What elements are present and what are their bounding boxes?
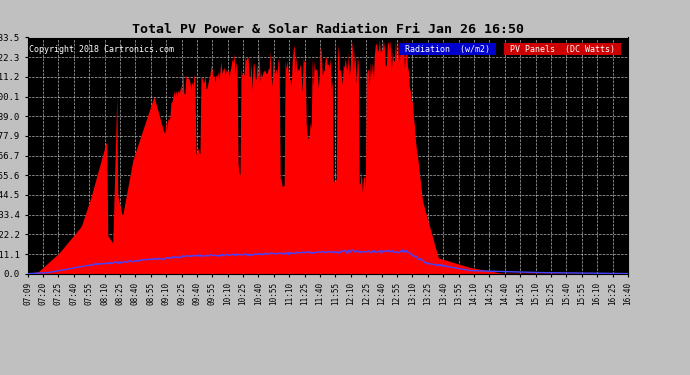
Text: PV Panels  (DC Watts): PV Panels (DC Watts) [505, 45, 620, 54]
Title: Total PV Power & Solar Radiation Fri Jan 26 16:50: Total PV Power & Solar Radiation Fri Jan… [132, 23, 524, 36]
Text: Radiation  (w/m2): Radiation (w/m2) [400, 45, 495, 54]
Text: Copyright 2018 Cartronics.com: Copyright 2018 Cartronics.com [29, 45, 174, 54]
